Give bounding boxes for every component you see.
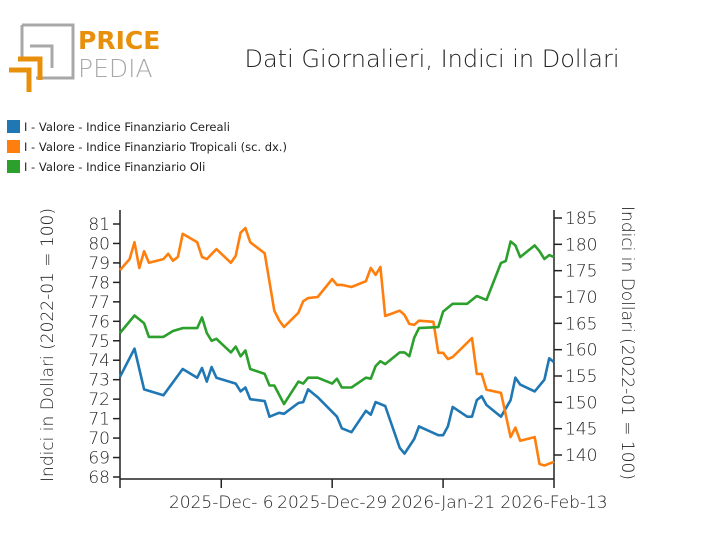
- x-tick-label: 2025-Dec- 6: [169, 493, 274, 513]
- y-tick-label-right: 145: [565, 420, 597, 440]
- y-tick-label-right: 175: [565, 262, 597, 282]
- y-tick-label-right: 170: [565, 288, 597, 308]
- legend-swatch: [7, 140, 20, 153]
- y-tick-label-left: 71: [88, 410, 110, 430]
- y-tick-label-right: 185: [565, 209, 597, 229]
- y-tick-label-right: 155: [565, 367, 597, 387]
- y-tick-label-right: 160: [565, 341, 597, 361]
- series-line-1: [119, 226, 555, 467]
- y-tick-label-right: 180: [565, 235, 597, 255]
- pricepedia-logo: PRICE PEDIA: [9, 23, 160, 92]
- y-tick-label-left: 76: [88, 312, 110, 332]
- legend: I - Valore - Indice Finanziario Cereali I…: [7, 120, 287, 174]
- y-axis-title-left: Indici in Dollari (2022-01 = 100): [38, 208, 58, 482]
- y-tick-label-right: 150: [565, 393, 597, 413]
- y-tick-label-left: 73: [88, 371, 110, 391]
- y-tick-label-left: 68: [88, 468, 110, 488]
- y-tick-label-left: 70: [88, 429, 110, 449]
- legend-label: I - Valore - Indice Finanziario Oli: [24, 160, 205, 174]
- y-tick-label-left: 81: [88, 215, 110, 235]
- legend-label: I - Valore - Indice Finanziario Cereali: [24, 120, 230, 134]
- y-tick-label-left: 75: [88, 332, 110, 352]
- logo-text-price: PRICE: [78, 26, 160, 55]
- chart-title: Dati Giornalieri, Indici in Dollari: [244, 45, 619, 73]
- legend-swatch: [7, 160, 20, 173]
- series-line-0: [118, 347, 555, 455]
- y-tick-label-left: 79: [88, 254, 110, 274]
- x-tick-label: 2025-Dec-29: [277, 493, 387, 513]
- series-line-2: [118, 240, 555, 406]
- logo-text-pedia: PEDIA: [78, 54, 153, 83]
- y-tick-label-right: 165: [565, 314, 597, 334]
- legend-label: I - Valore - Indice Finanziario Tropical…: [24, 140, 287, 154]
- legend-swatch: [7, 120, 20, 133]
- x-tick-label: 2026-Jan-21: [391, 493, 495, 513]
- y-tick-label-left: 80: [88, 234, 110, 254]
- y-tick-label-right: 140: [565, 446, 597, 466]
- y-axis-title-right: Indici in Dollari (2022-01 = 100): [617, 206, 637, 480]
- y-tick-label-left: 78: [88, 273, 110, 293]
- y-tick-label-left: 77: [88, 293, 110, 313]
- y-tick-label-left: 72: [88, 390, 110, 410]
- series-lines: [118, 226, 555, 467]
- y-tick-label-left: 69: [88, 449, 110, 469]
- x-tick-label: 2026-Feb-13: [500, 493, 607, 513]
- y-tick-label-left: 74: [88, 351, 110, 371]
